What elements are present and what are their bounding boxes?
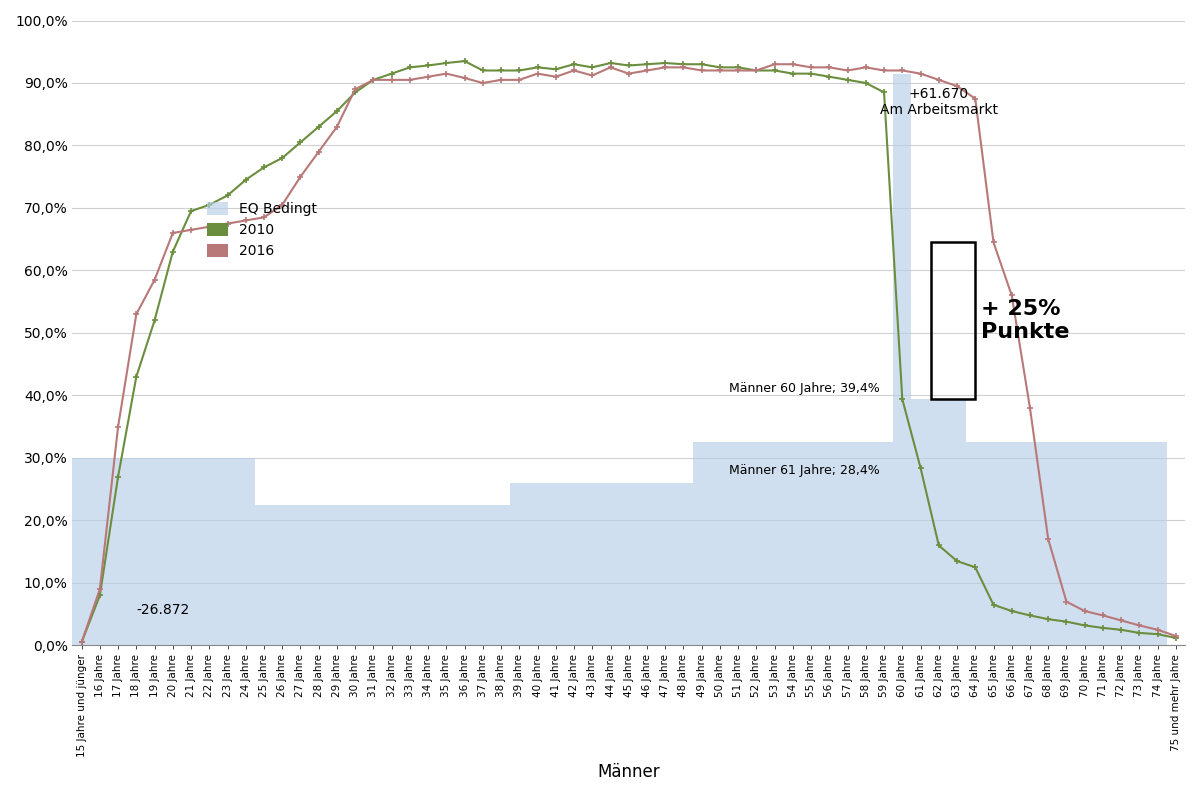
Bar [182, 458, 200, 646]
Legend: EQ Bedingt, 2010, 2016: EQ Bedingt, 2010, 2016 [208, 202, 317, 259]
Bar [1130, 443, 1148, 646]
Bar [365, 505, 383, 646]
Bar [710, 443, 730, 646]
2010 [74, 638, 89, 647]
Bar [730, 443, 748, 646]
Text: Männer 60 Jahre; 39,4%: Männer 60 Jahre; 39,4% [730, 382, 880, 396]
2016 [658, 63, 672, 72]
Bar [1148, 443, 1166, 646]
Bar [565, 483, 583, 646]
Bar [930, 400, 948, 646]
Bar [1021, 443, 1039, 646]
Bar [401, 505, 419, 646]
Bar [1057, 443, 1075, 646]
Bar [1075, 443, 1094, 646]
Bar [200, 458, 218, 646]
Bar [437, 505, 456, 646]
Bar [966, 443, 984, 646]
2016 [731, 66, 745, 76]
Bar [766, 443, 784, 646]
Bar [127, 458, 145, 646]
Bar [784, 443, 802, 646]
Bar [1039, 443, 1057, 646]
Bar [839, 443, 857, 646]
Bar [656, 483, 674, 646]
Bar [948, 400, 966, 646]
2016 [768, 60, 782, 69]
Bar [474, 505, 492, 646]
2016 [74, 638, 89, 647]
Bar [984, 443, 1003, 646]
Bar [310, 505, 328, 646]
Bar [456, 505, 474, 646]
Bar [383, 505, 401, 646]
Bar [72, 458, 91, 646]
Bar [346, 505, 365, 646]
2010 [330, 107, 344, 116]
Bar [619, 483, 638, 646]
2010 [1042, 615, 1056, 624]
Line: 2016: 2016 [79, 61, 1178, 645]
2010 [475, 66, 490, 76]
Bar [328, 505, 346, 646]
Bar [236, 458, 254, 646]
Bar [802, 443, 821, 646]
Bar [912, 400, 930, 646]
Bar [163, 458, 182, 646]
Bar [145, 458, 163, 646]
Text: Männer 61 Jahre; 28,4%: Männer 61 Jahre; 28,4% [730, 463, 880, 477]
Bar [292, 505, 310, 646]
2016 [330, 122, 344, 131]
Bar [893, 73, 912, 646]
Bar [547, 483, 565, 646]
Bar [857, 443, 875, 646]
Line: 2010: 2010 [79, 58, 1178, 645]
Bar [601, 483, 619, 646]
Bar [254, 505, 274, 646]
Bar [492, 505, 510, 646]
2010 [457, 57, 472, 66]
2016 [1042, 534, 1056, 544]
Text: -26.872: -26.872 [137, 603, 190, 617]
Bar [692, 443, 710, 646]
2010 [677, 60, 691, 69]
2010 [749, 66, 763, 76]
Bar [274, 505, 292, 646]
Text: +61.670
Am Arbeitsmarkt: +61.670 Am Arbeitsmarkt [880, 87, 997, 117]
2016 [457, 73, 472, 83]
Bar [1094, 443, 1112, 646]
Bar [1112, 443, 1130, 646]
Bar [583, 483, 601, 646]
Bar [748, 443, 766, 646]
Bar [510, 483, 528, 646]
Text: + 25%
Punkte: + 25% Punkte [980, 298, 1069, 342]
Bar [1003, 443, 1021, 646]
Bar [109, 458, 127, 646]
Bar [638, 483, 656, 646]
Bar [674, 483, 692, 646]
Bar [875, 443, 893, 646]
Bar [931, 242, 976, 400]
X-axis label: Männer: Männer [598, 763, 660, 781]
Bar [218, 458, 236, 646]
2016 [293, 172, 307, 181]
2016 [1169, 631, 1183, 641]
2010 [1169, 633, 1183, 642]
Bar [91, 458, 109, 646]
Bar [821, 443, 839, 646]
2010 [293, 138, 307, 147]
Bar [528, 483, 547, 646]
Bar [419, 505, 437, 646]
